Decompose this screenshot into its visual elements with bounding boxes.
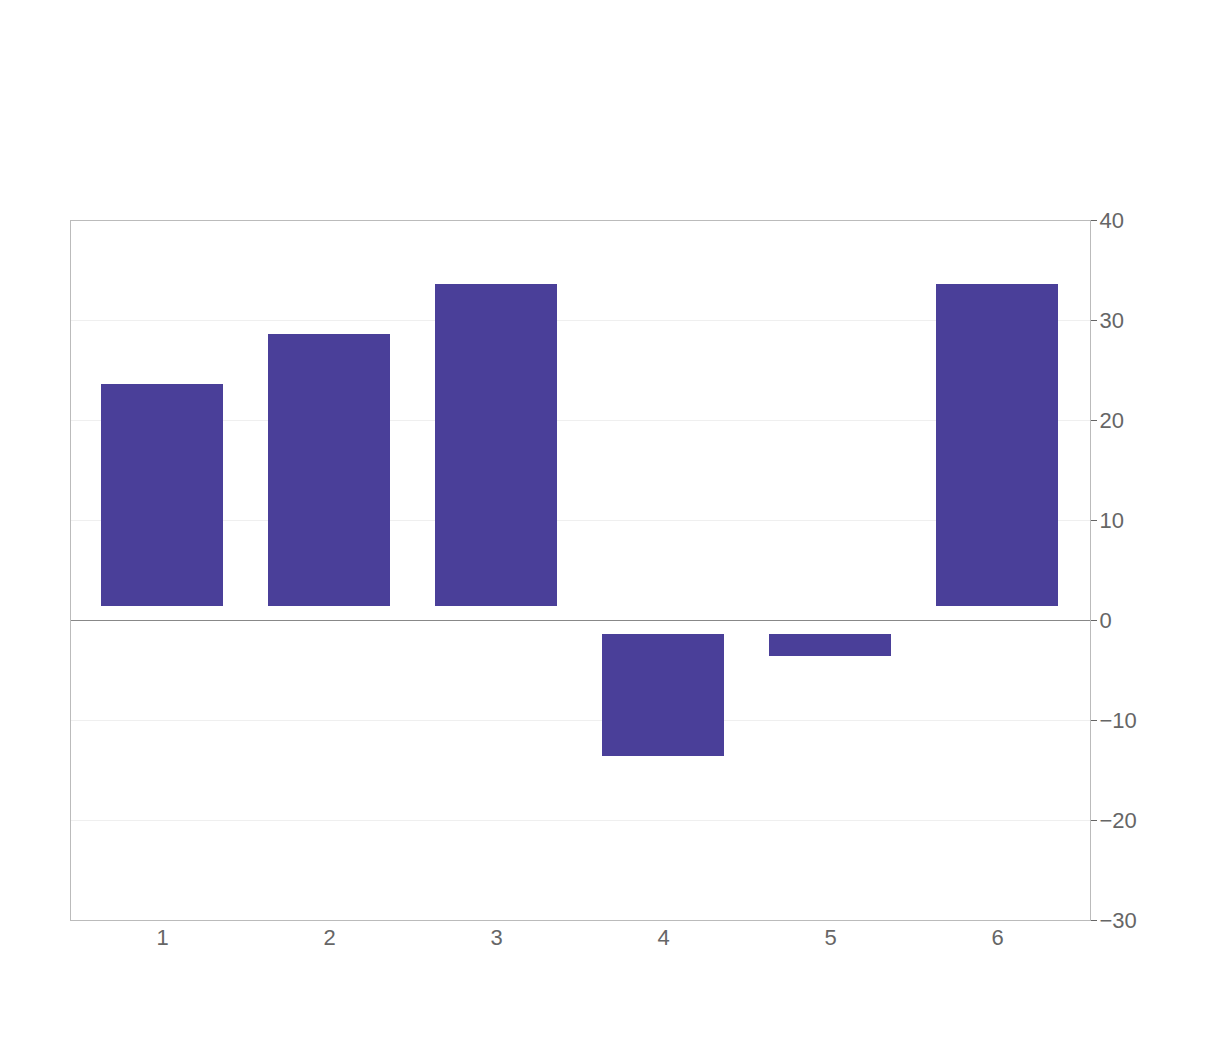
svg-text:20: 20 <box>1100 408 1124 433</box>
svg-text:1: 1 <box>156 925 168 950</box>
svg-text:−10: −10 <box>1100 708 1137 733</box>
svg-text:30: 30 <box>1100 308 1124 333</box>
svg-text:3: 3 <box>490 925 502 950</box>
svg-text:0: 0 <box>1100 608 1112 633</box>
svg-text:40: 40 <box>1100 208 1124 233</box>
svg-text:6: 6 <box>991 925 1003 950</box>
svg-text:−30: −30 <box>1100 908 1137 933</box>
svg-text:5: 5 <box>824 925 836 950</box>
svg-text:2: 2 <box>323 925 335 950</box>
svg-text:4: 4 <box>657 925 669 950</box>
svg-text:−20: −20 <box>1100 808 1137 833</box>
svg-text:10: 10 <box>1100 508 1124 533</box>
